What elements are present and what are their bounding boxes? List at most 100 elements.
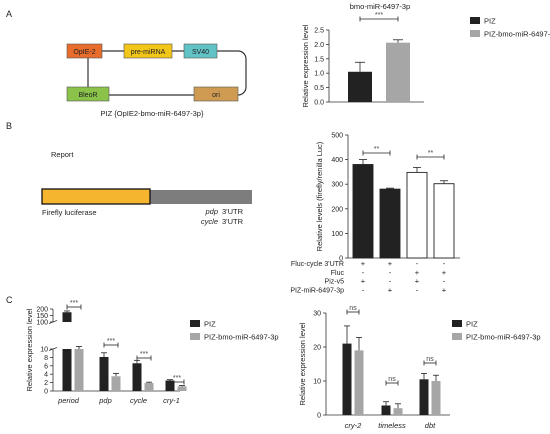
significance-label: *** [173,375,181,382]
bar [433,183,455,259]
condition-mark: + [415,277,420,286]
condition-mark: + [442,285,447,294]
plasmid-diagram: OpIE-2 pre-miRNA SV40 BleoR ori PIZ {OpI… [66,43,247,118]
y-tick-label: 1.5 [314,56,324,63]
premirna-box [123,43,173,59]
bar [393,408,403,415]
y-axis-label: Relative expression level [301,24,310,107]
y-tick-label: 100 [331,231,343,238]
bleor-box [66,86,110,102]
legend-label: PIZ-bmo-miR-6497-3p [466,333,541,342]
bar [354,350,364,415]
utr-suffix-1: 3'UTR [222,207,244,216]
opie2-box [66,43,103,59]
chart-clock-genes-2: Relative expression level 0 10 20 30 cry-2 ns t… [298,305,541,430]
chart-title: bmo-miR-6497-3p [350,2,410,11]
bar [144,383,154,391]
legend-label: PIZ-bmo-miR-6497-3p [204,333,279,342]
legend-label: PIZ [484,17,496,26]
condition-mark: - [443,277,446,286]
y-tick-label: 500 [331,133,343,140]
condition-mark: - [416,259,419,268]
y-tick-label: 150 [36,313,48,320]
bar [132,363,142,391]
bar [177,386,187,391]
sv40-box [183,43,218,59]
premirna-label: pre-miRNA [131,49,166,56]
legend-swatch [452,333,462,340]
axis-break [48,347,58,351]
y-tick-label: 200 [36,307,48,314]
significance-label: *** [140,351,148,358]
condition-mark: - [416,285,419,294]
legend-label: PIZ [204,320,216,329]
utr-gene-1: pdp [204,207,218,216]
significance-label: ** [374,146,380,153]
condition-mark: + [361,277,366,286]
opie2-label: OpIE-2 [73,49,95,56]
bar [99,356,109,391]
x-tick-label: period [57,396,80,405]
condition-mark: - [389,277,392,286]
y-tick-label: 0 [317,413,321,420]
ori-box [193,86,239,102]
y-tick-label: 20 [313,345,321,352]
y-tick-label: 300 [331,182,343,189]
bar [352,164,374,259]
significance-label: ns [388,376,396,383]
y-tick-label: 0.0 [314,100,324,107]
bar [165,380,175,391]
significance-label: ns [426,356,434,363]
condition-mark: + [388,285,393,294]
significance-label: *** [375,12,383,19]
y-tick-label: 8 [44,355,48,362]
y-tick-label: 2.0 [314,42,324,49]
y-tick-label: 100 [36,320,48,327]
significance-label: *** [107,338,115,345]
x-tick-label: cycle [130,396,147,405]
panel-label-a: A [6,9,13,19]
reporter-title: Report [51,150,74,159]
legend-swatch [190,320,200,327]
bar [111,376,121,391]
x-tick-label: cry-1 [163,396,180,405]
significance-label: ** [428,150,434,157]
condition-label: Piz-v5 [325,279,345,286]
bar [406,171,428,259]
chart-luciferase-assay: Relative levels (firefly/renilla Luc) 0 10… [290,133,460,294]
x-tick-label: cry-2 [345,421,362,430]
y-axis-label: Relative expression level [298,322,307,405]
bar [348,71,372,102]
y-tick-label: 10 [40,347,48,354]
sv40-label: SV40 [192,49,209,56]
reporter-diagram: Report Firefly luciferase pdp 3'UTR cycl… [41,150,252,226]
x-tick-label: timeless [378,421,406,430]
x-tick-label: pdp [98,396,112,405]
condition-mark: - [443,259,446,268]
y-tick-label: 10 [313,379,321,386]
bar [381,405,391,415]
y-axis-label: Relative expression level [25,308,34,391]
bar-lower [62,349,72,391]
luciferase-label: Firefly luciferase [42,208,97,217]
utr-gene-2: cycle [201,217,218,226]
plasmid-caption: PIZ {OpIE2-bmo-miR-6497-3p} [101,109,204,118]
bleor-label: BleoR [78,92,97,99]
chart-mir-expression: bmo-miR-6497-3p Relative expression level… [301,2,550,107]
significance-label: ns [349,305,357,312]
legend-swatch [470,17,480,24]
ori-label: ori [212,92,220,99]
bar [379,188,401,259]
y-tick-label: 2 [44,380,48,387]
legend-swatch [452,320,462,327]
bar [74,349,84,391]
y-tick-label: 0.5 [314,85,324,92]
significance-label: *** [70,300,78,307]
bar [419,379,429,415]
y-tick-label: 2.5 [314,28,324,35]
y-tick-label: 200 [331,206,343,213]
condition-mark: - [389,268,392,277]
condition-label: PIZ-miR-6497-3p [290,287,344,294]
condition-mark: + [388,259,393,268]
condition-mark: - [362,268,365,277]
